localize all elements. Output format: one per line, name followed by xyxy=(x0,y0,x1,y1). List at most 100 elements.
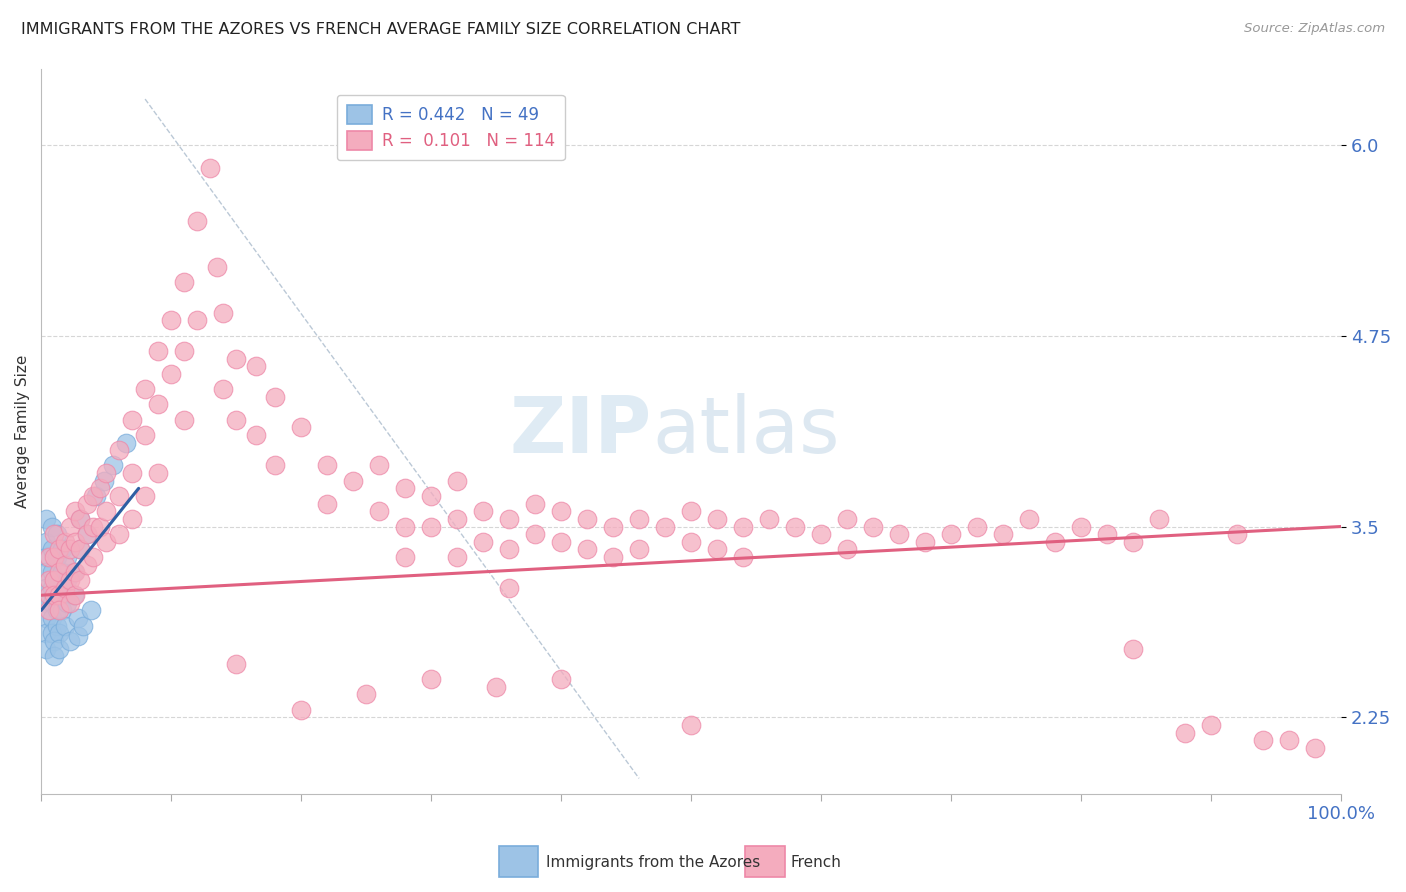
Point xyxy=(53,581,76,595)
Text: French: French xyxy=(790,855,841,870)
Point xyxy=(35,626,58,640)
Point xyxy=(59,634,82,648)
Point xyxy=(146,397,169,411)
Point xyxy=(173,412,195,426)
Point xyxy=(225,412,247,426)
Point xyxy=(48,566,70,580)
Point xyxy=(1251,733,1274,747)
Point xyxy=(56,549,79,564)
Point xyxy=(41,626,63,640)
Point xyxy=(835,512,858,526)
Point xyxy=(42,549,65,564)
Point xyxy=(914,534,936,549)
Point xyxy=(810,527,832,541)
Point xyxy=(939,527,962,541)
Point xyxy=(93,474,115,488)
Point xyxy=(35,596,58,610)
Point xyxy=(59,573,82,587)
Point xyxy=(69,573,91,587)
Point xyxy=(681,534,703,549)
Point xyxy=(53,619,76,633)
Point xyxy=(316,497,339,511)
Point xyxy=(602,549,624,564)
Point xyxy=(758,512,780,526)
Point xyxy=(35,512,58,526)
Point xyxy=(82,489,104,503)
Point xyxy=(524,497,547,511)
Point xyxy=(354,688,377,702)
Point xyxy=(681,718,703,732)
Point xyxy=(45,549,67,564)
Point xyxy=(41,566,63,580)
Point xyxy=(45,603,67,617)
Point xyxy=(1122,641,1144,656)
Point xyxy=(35,549,58,564)
Point xyxy=(835,542,858,557)
Point xyxy=(76,558,98,572)
Point xyxy=(550,534,572,549)
Point xyxy=(41,596,63,610)
Point xyxy=(35,534,58,549)
Point xyxy=(472,534,495,549)
Point xyxy=(225,351,247,366)
Point xyxy=(146,466,169,480)
Point xyxy=(706,542,728,557)
Point xyxy=(48,588,70,602)
Point xyxy=(82,519,104,533)
Point xyxy=(205,260,228,274)
Point xyxy=(121,466,143,480)
Point xyxy=(1199,718,1222,732)
Point xyxy=(731,549,754,564)
Point xyxy=(108,443,131,458)
Point xyxy=(654,519,676,533)
Point xyxy=(121,512,143,526)
Point xyxy=(134,382,156,396)
Point xyxy=(160,367,183,381)
Point xyxy=(1018,512,1040,526)
Point xyxy=(628,542,651,557)
Point xyxy=(160,313,183,327)
Point xyxy=(1070,519,1092,533)
Text: ZIP: ZIP xyxy=(510,393,652,469)
Point xyxy=(63,504,86,518)
Point xyxy=(368,458,391,473)
Point xyxy=(420,519,443,533)
Point xyxy=(63,534,86,549)
Point xyxy=(446,549,468,564)
Point xyxy=(69,512,91,526)
Point xyxy=(681,504,703,518)
Point xyxy=(524,527,547,541)
Point xyxy=(342,474,364,488)
Point xyxy=(42,634,65,648)
Point xyxy=(446,512,468,526)
Point xyxy=(212,306,235,320)
Point xyxy=(1147,512,1170,526)
Point xyxy=(62,588,84,602)
Point xyxy=(1226,527,1249,541)
Point xyxy=(56,596,79,610)
Point xyxy=(38,549,60,564)
Point xyxy=(35,641,58,656)
Point xyxy=(108,527,131,541)
Point xyxy=(420,672,443,686)
Point xyxy=(79,603,101,617)
Point xyxy=(706,512,728,526)
Point xyxy=(89,481,111,495)
Point xyxy=(550,504,572,518)
Point xyxy=(368,504,391,518)
Point xyxy=(498,581,520,595)
Point xyxy=(498,542,520,557)
Point xyxy=(498,512,520,526)
Point xyxy=(1174,725,1197,739)
Point xyxy=(1303,740,1326,755)
Point xyxy=(146,343,169,358)
Point xyxy=(94,466,117,480)
Point xyxy=(41,581,63,595)
Point xyxy=(59,542,82,557)
Point xyxy=(59,519,82,533)
Point xyxy=(42,573,65,587)
Point xyxy=(121,412,143,426)
Point xyxy=(212,382,235,396)
Point xyxy=(38,588,60,602)
Point xyxy=(550,672,572,686)
